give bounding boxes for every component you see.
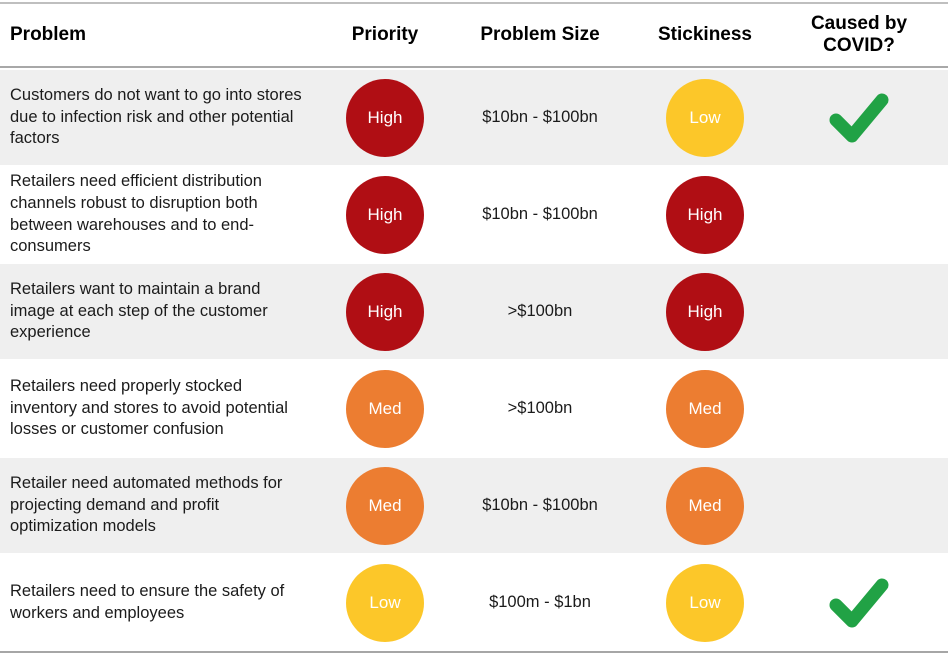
checkmark-icon bbox=[829, 578, 889, 627]
stickiness-cell: High bbox=[640, 175, 770, 254]
problem-text: Retailers need efficient distribution ch… bbox=[10, 171, 262, 256]
stickiness-cell: Med bbox=[640, 369, 770, 448]
column-header-problem: Problem bbox=[10, 24, 87, 46]
column-header-stickiness: Stickiness bbox=[658, 24, 752, 46]
priority-badge: Low bbox=[346, 563, 424, 642]
column-header-covid: Caused by COVID? bbox=[770, 13, 948, 57]
problem-text: Retailers need to ensure the safety of w… bbox=[10, 581, 285, 622]
problem-size-text: >$100bn bbox=[507, 399, 573, 417]
column-header-problem-size: Problem Size bbox=[480, 24, 600, 46]
covid-cell bbox=[770, 93, 948, 143]
table-row: Retailers need to ensure the safety of w… bbox=[0, 555, 948, 650]
stickiness-badge: Med bbox=[666, 369, 744, 448]
table-row: Retailers want to maintain a brand image… bbox=[0, 264, 948, 359]
priority-cell: High bbox=[330, 175, 440, 254]
stickiness-cell: Low bbox=[640, 563, 770, 642]
stickiness-badge: Low bbox=[666, 563, 744, 642]
table-row: Customers do not want to go into stores … bbox=[0, 70, 948, 165]
problem-text: Retailers want to maintain a brand image… bbox=[10, 279, 268, 342]
problem-text: Retailers need properly stocked inventor… bbox=[10, 376, 288, 439]
problem-size-text: $10bn - $100bn bbox=[482, 496, 598, 514]
top-divider bbox=[0, 2, 948, 4]
priority-cell: Med bbox=[330, 466, 440, 545]
bottom-divider bbox=[0, 651, 948, 653]
problem-size-text: >$100bn bbox=[507, 302, 573, 320]
covid-cell bbox=[770, 481, 948, 531]
stickiness-badge: Low bbox=[666, 78, 744, 157]
table-row: Retailers need properly stocked inventor… bbox=[0, 361, 948, 456]
column-header-priority: Priority bbox=[351, 24, 419, 46]
covid-cell bbox=[770, 190, 948, 240]
table-row: Retailers need efficient distribution ch… bbox=[0, 167, 948, 262]
priority-cell: Low bbox=[330, 563, 440, 642]
problem-size-text: $10bn - $100bn bbox=[482, 108, 598, 126]
stickiness-badge: High bbox=[666, 175, 744, 254]
table-header: Problem Priority Problem Size Stickiness… bbox=[0, 4, 948, 68]
priority-badge: High bbox=[346, 78, 424, 157]
checkmark-icon bbox=[829, 93, 889, 142]
priority-badge: High bbox=[346, 175, 424, 254]
priority-cell: Med bbox=[330, 369, 440, 448]
stickiness-cell: High bbox=[640, 272, 770, 351]
problem-text: Retailer need automated methods for proj… bbox=[10, 473, 283, 536]
stickiness-badge: Med bbox=[666, 466, 744, 545]
problem-text: Customers do not want to go into stores … bbox=[10, 85, 302, 148]
covid-cell bbox=[770, 287, 948, 337]
table-row: Retailer need automated methods for proj… bbox=[0, 458, 948, 553]
priority-cell: High bbox=[330, 78, 440, 157]
problem-size-text: $100m - $1bn bbox=[489, 593, 591, 611]
priority-badge: Med bbox=[346, 466, 424, 545]
stickiness-cell: Med bbox=[640, 466, 770, 545]
priority-cell: High bbox=[330, 272, 440, 351]
covid-cell bbox=[770, 384, 948, 434]
stickiness-cell: Low bbox=[640, 78, 770, 157]
priority-badge: Med bbox=[346, 369, 424, 448]
problem-size-text: $10bn - $100bn bbox=[482, 205, 598, 223]
stickiness-badge: High bbox=[666, 272, 744, 351]
column-header-covid-label: Caused by COVID? bbox=[810, 13, 908, 56]
covid-cell bbox=[770, 578, 948, 628]
priority-badge: High bbox=[346, 272, 424, 351]
